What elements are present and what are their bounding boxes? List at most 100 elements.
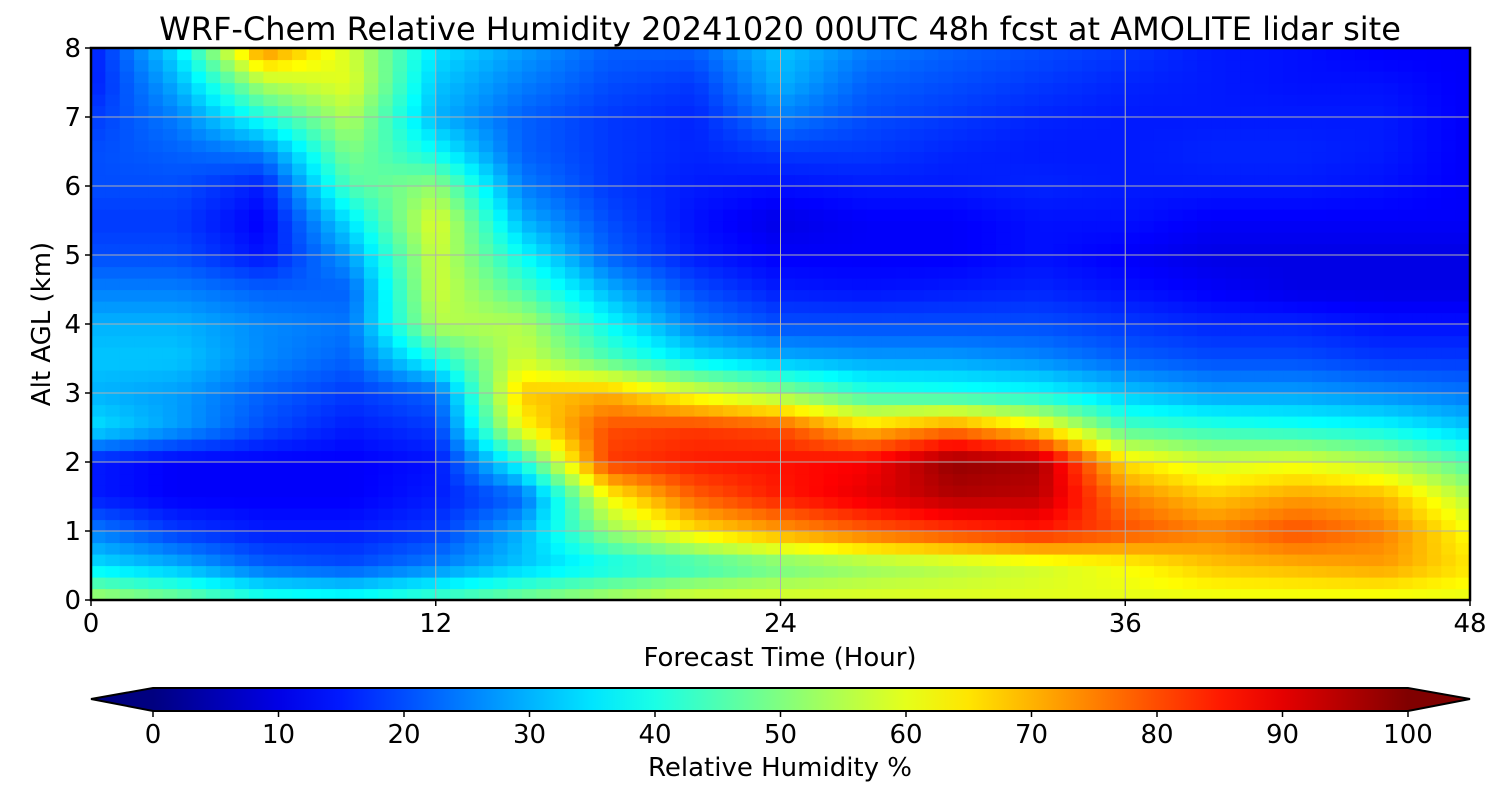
heatmap-cell	[823, 48, 839, 61]
heatmap-cell	[105, 105, 121, 118]
heatmap-cell	[1039, 289, 1055, 302]
heatmap-cell	[708, 404, 724, 417]
heatmap-cell	[277, 565, 293, 578]
heatmap-cell	[536, 565, 552, 578]
heatmap-cell	[1283, 232, 1299, 245]
heatmap-cell	[1168, 416, 1184, 429]
heatmap-cell	[651, 289, 667, 302]
heatmap-cell	[1182, 140, 1198, 153]
heatmap-cell	[924, 209, 940, 222]
heatmap-cell	[1039, 324, 1055, 337]
heatmap-cell	[349, 462, 365, 475]
heatmap-cell	[1168, 48, 1184, 61]
heatmap-cell	[91, 71, 106, 84]
heatmap-cell	[191, 140, 207, 153]
heatmap-cell	[608, 243, 624, 256]
heatmap-cell	[1153, 588, 1169, 601]
heatmap-cell	[1197, 220, 1213, 233]
heatmap-cell	[651, 140, 667, 153]
heatmap-cell	[335, 140, 351, 153]
heatmap-cell	[665, 370, 681, 383]
heatmap-cell	[162, 220, 178, 233]
heatmap-cell	[995, 393, 1011, 406]
heatmap-cell	[665, 404, 681, 417]
heatmap-cell	[1053, 289, 1069, 302]
heatmap-cell	[1067, 462, 1083, 475]
heatmap-cell	[349, 82, 365, 95]
heatmap-cell	[1326, 117, 1342, 130]
heatmap-cell	[1326, 565, 1342, 578]
heatmap-cell	[967, 94, 983, 107]
heatmap-cell	[1139, 232, 1155, 245]
heatmap-cell	[1024, 347, 1040, 360]
heatmap-cell	[1211, 335, 1227, 348]
heatmap-cell	[1153, 324, 1169, 337]
heatmap-cell	[1340, 404, 1356, 417]
heatmap-cell	[1340, 220, 1356, 233]
heatmap-cell	[1110, 94, 1126, 107]
heatmap-cell	[651, 588, 667, 601]
heatmap-cell	[1197, 105, 1213, 118]
heatmap-cell	[967, 508, 983, 521]
heatmap-cell	[1182, 519, 1198, 532]
heatmap-cell	[536, 59, 552, 72]
heatmap-cell	[1426, 151, 1442, 164]
heatmap-cell	[435, 473, 451, 486]
heatmap-cell	[191, 232, 207, 245]
heatmap-cell	[1455, 312, 1471, 325]
heatmap-cell	[1153, 531, 1169, 544]
heatmap-cell	[536, 117, 552, 130]
heatmap-cell	[1297, 427, 1313, 440]
heatmap-cell	[1369, 301, 1385, 314]
heatmap-cell	[809, 519, 825, 532]
heatmap-cell	[220, 232, 236, 245]
heatmap-cell	[737, 94, 753, 107]
heatmap-cell	[636, 335, 652, 348]
heatmap-cell	[277, 588, 293, 601]
heatmap-cell	[536, 588, 552, 601]
heatmap-cell	[263, 197, 279, 210]
heatmap-cell	[205, 347, 221, 360]
heatmap-cell	[1053, 324, 1069, 337]
heatmap-cell	[651, 381, 667, 394]
heatmap-cell	[794, 335, 810, 348]
heatmap-cell	[1110, 347, 1126, 360]
heatmap-cell	[1240, 163, 1256, 176]
heatmap-cell	[651, 71, 667, 84]
heatmap-cell	[1398, 186, 1414, 199]
heatmap-cell	[407, 404, 422, 417]
heatmap-cell	[1168, 255, 1184, 268]
heatmap-cell	[1355, 358, 1371, 371]
heatmap-cell	[651, 519, 667, 532]
heatmap-cell	[579, 209, 595, 222]
heatmap-cell	[478, 358, 494, 371]
heatmap-cell	[593, 404, 609, 417]
heatmap-cell	[177, 519, 193, 532]
heatmap-cell	[320, 485, 336, 498]
heatmap-cell	[565, 94, 580, 107]
heatmap-cell	[1211, 554, 1227, 567]
heatmap-cell	[119, 301, 135, 314]
heatmap-cell	[220, 335, 236, 348]
heatmap-cell	[464, 232, 480, 245]
heatmap-cell	[809, 174, 825, 187]
heatmap-cell	[881, 312, 897, 325]
heatmap-cell	[608, 358, 624, 371]
heatmap-cell	[220, 381, 236, 394]
heatmap-cell	[837, 140, 853, 153]
heatmap-cell	[1455, 427, 1471, 440]
heatmap-cell	[507, 289, 523, 302]
heatmap-cell	[1355, 163, 1371, 176]
heatmap-cell	[277, 255, 293, 268]
heatmap-cell	[737, 232, 753, 245]
heatmap-cell	[493, 588, 509, 601]
heatmap-cell	[593, 266, 609, 279]
heatmap-cell	[134, 94, 150, 107]
heatmap-cell	[694, 163, 710, 176]
heatmap-cell	[881, 128, 897, 141]
heatmap-cell	[1110, 588, 1126, 601]
heatmap-cell	[751, 358, 767, 371]
heatmap-cell	[565, 381, 580, 394]
heatmap-cell	[1067, 393, 1083, 406]
heatmap-cell	[1168, 151, 1184, 164]
